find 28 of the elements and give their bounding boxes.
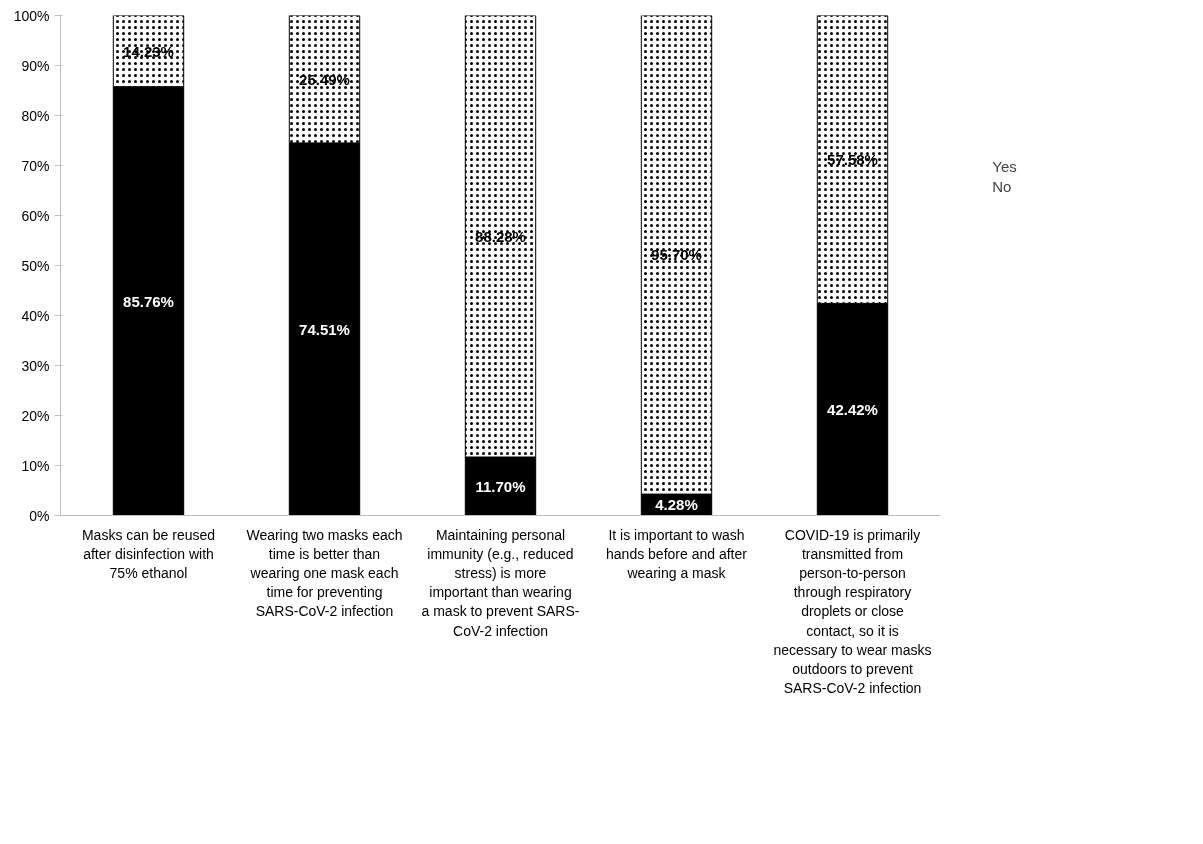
- x-tick-label: Masks can be reused after disinfection with 75% ethanol: [81, 526, 216, 581]
- data-label: 95.70%: [651, 246, 702, 264]
- data-label: 14.23%: [123, 42, 174, 60]
- y-tick-label: 40%: [21, 307, 50, 324]
- category-label: COVID-19 is primarily transmitted from person-to-person through respiratory droplets or close contact, so it is necessary to wear masks outdoors to prevent SARS-CoV-2 infection: [773, 526, 932, 697]
- y-tick-label: 50%: [21, 257, 50, 274]
- y-tick-label: 100%: [13, 7, 50, 24]
- data-label: 25.49%: [299, 70, 350, 88]
- y-tick-label: 0%: [29, 507, 50, 524]
- data-label: 74.51%: [299, 320, 350, 338]
- y-tick-label: 90%: [21, 57, 50, 74]
- y-tick-label: 30%: [21, 357, 50, 374]
- y-tick-label: 60%: [21, 207, 50, 224]
- data-label: 11.70%: [475, 477, 526, 495]
- text: No: [992, 177, 1013, 194]
- y-tick-label: 80%: [21, 107, 50, 124]
- x-tick-label: Wearing two masks each time is better than wearing one mask each time for preventing SARS-CoV-2 infection: [246, 526, 403, 620]
- y-tick-label: 70%: [21, 157, 50, 174]
- data-label: 88.28%: [475, 227, 526, 245]
- x-tick-label: It is important to wash hands before and after wearing a mask: [606, 526, 748, 581]
- data-label: 57.58%: [827, 150, 878, 168]
- text: Yes: [992, 157, 1017, 174]
- data-label: 4.28%: [655, 496, 698, 514]
- data-label: 85.76%: [123, 292, 174, 310]
- y-tick-label: 10%: [21, 457, 50, 474]
- data-label: 42.42%: [827, 400, 878, 418]
- x-tick-label: Maintaining personal immunity (e.g., reduced stress) is more important than wearing a mask to prevent SARS-CoV-2 infection: [421, 526, 580, 639]
- y-tick-label: 20%: [21, 407, 50, 424]
